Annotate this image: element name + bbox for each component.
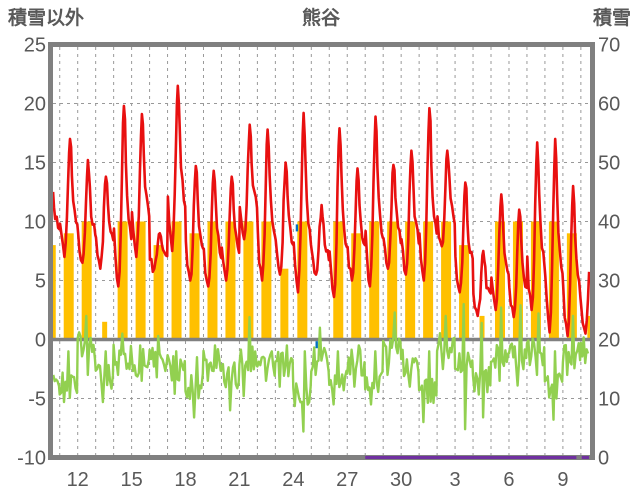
svg-text:10: 10 [24,212,46,234]
left-axis-labels: 25 20 15 10 5 0 -5 -10 [17,35,46,470]
left-axis-title: 積雪以外 [8,8,85,29]
svg-text:6: 6 [503,469,514,491]
svg-text:70: 70 [598,35,620,57]
svg-text:15: 15 [120,469,142,491]
svg-text:10: 10 [598,389,620,411]
svg-text:20: 20 [24,94,46,116]
svg-text:3: 3 [450,469,461,491]
svg-text:12: 12 [67,469,89,491]
svg-text:24: 24 [282,469,304,491]
svg-text:30: 30 [598,271,620,293]
svg-text:18: 18 [174,469,196,491]
svg-text:5: 5 [35,271,46,293]
svg-text:-10: -10 [17,448,46,470]
right-axis-title: 積雪 [592,8,631,29]
svg-text:21: 21 [228,469,250,491]
temperature-line [53,84,590,338]
green-series-line [53,302,590,433]
svg-text:40: 40 [598,212,620,234]
x-axis-labels: 12 15 18 21 24 27 30 3 6 9 [67,469,569,491]
plot-border [48,42,595,460]
svg-text:15: 15 [24,153,46,175]
svg-text:0: 0 [35,330,46,352]
svg-text:60: 60 [598,94,620,116]
svg-text:-5: -5 [28,389,46,411]
svg-text:25: 25 [24,35,46,57]
svg-text:50: 50 [598,153,620,175]
svg-text:27: 27 [336,469,358,491]
svg-text:20: 20 [598,330,620,352]
svg-text:30: 30 [390,469,412,491]
misc-blue-marks [295,224,318,349]
svg-text:9: 9 [557,469,568,491]
svg-text:0: 0 [598,448,609,470]
sunshine-bars [53,221,590,340]
chart-title: 熊谷 [301,8,341,29]
right-axis-labels: 70 60 50 40 30 20 10 0 [598,35,620,470]
